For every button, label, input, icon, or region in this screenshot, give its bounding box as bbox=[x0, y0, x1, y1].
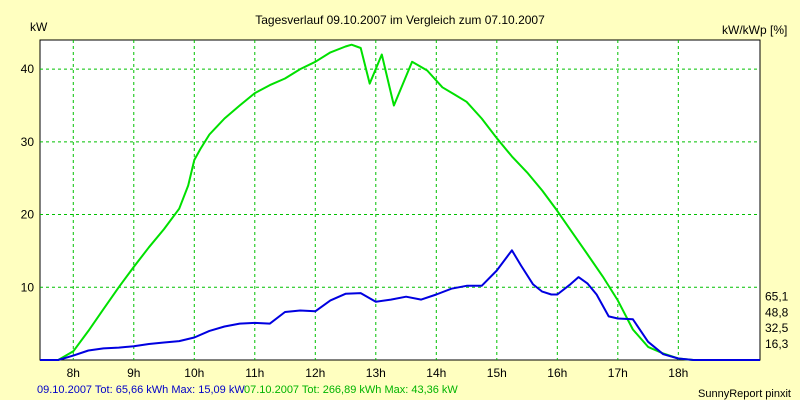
y2-tick-label: 16,3 bbox=[765, 337, 789, 351]
y-tick-label: 20 bbox=[21, 208, 35, 222]
right-axis-unit: kW/kWp [%] bbox=[722, 23, 787, 37]
x-tick-label: 10h bbox=[184, 366, 204, 380]
footer-summary-green: 07.10.2007 Tot: 266,89 kWh Max: 43,36 kW bbox=[244, 384, 458, 396]
x-tick-label: 17h bbox=[608, 366, 628, 380]
x-tick-label: 16h bbox=[547, 366, 567, 380]
x-tick-label: 18h bbox=[668, 366, 688, 380]
series-line-09-10-2007 bbox=[40, 249, 760, 361]
y-tick-label: 30 bbox=[21, 135, 35, 149]
x-tick-label: 11h bbox=[245, 366, 264, 380]
x-tick-label: 8h bbox=[67, 366, 80, 380]
y2-tick-label: 65,1 bbox=[765, 289, 789, 303]
chart-title: Tagesverlauf 09.10.2007 im Vergleich zum… bbox=[255, 13, 545, 27]
axis-labels: 8h 9h 10h 11h 12h 13h 14h 15h 16h 17h 18h 10 20 30 40 1… bbox=[21, 62, 789, 380]
x-tick-label: 14h bbox=[426, 366, 446, 380]
series-line-07-10-2007 bbox=[40, 43, 760, 361]
footer-summary-blue: 09.10.2007 Tot: 65,66 kWh Max: 15,09 kW bbox=[37, 384, 245, 396]
plot-area bbox=[39, 39, 761, 361]
left-axis-unit: kW bbox=[30, 20, 48, 34]
x-tick-label: 12h bbox=[305, 366, 325, 380]
y-tick-label: 10 bbox=[21, 280, 35, 294]
grid-lines bbox=[40, 40, 760, 360]
x-tick-label: 9h bbox=[127, 366, 140, 380]
y2-tick-label: 32,5 bbox=[765, 321, 789, 335]
y-tick-label: 40 bbox=[21, 62, 35, 76]
footer-brand: SunnyReport pinxit bbox=[698, 388, 791, 400]
x-tick-label: 13h bbox=[366, 366, 386, 380]
series-lines bbox=[40, 43, 760, 361]
y2-tick-label: 48,8 bbox=[765, 305, 789, 319]
x-tick-label: 15h bbox=[487, 366, 507, 380]
